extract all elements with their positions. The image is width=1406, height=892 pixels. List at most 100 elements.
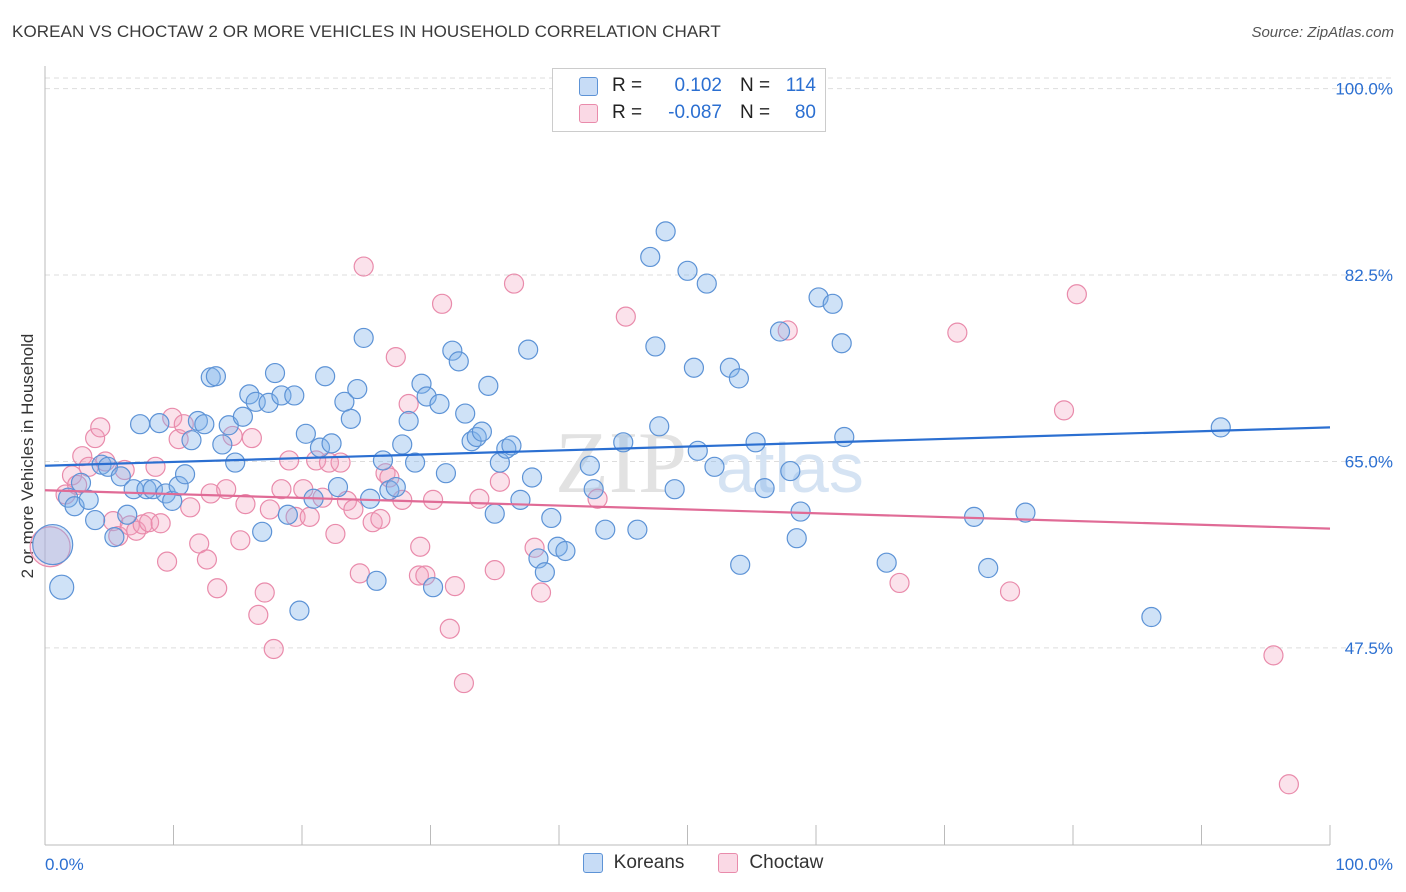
korean-point [754, 478, 775, 499]
korean-point [471, 421, 492, 442]
korean-point [212, 434, 233, 455]
choctaw-point [285, 506, 306, 527]
choctaw-point [1066, 284, 1087, 305]
choctaw-point [85, 427, 106, 449]
choctaw-point [469, 488, 490, 509]
choctaw-point [408, 565, 430, 586]
korean-point [327, 476, 349, 498]
choctaw-point [343, 499, 364, 520]
choctaw-point [999, 581, 1021, 602]
korean-point [85, 509, 106, 531]
korean-point [232, 406, 253, 427]
choctaw-point [230, 530, 251, 551]
r-label: R = [612, 102, 643, 123]
korean-point [627, 519, 648, 540]
x-tick-label: 100.0% [1335, 855, 1393, 874]
korean-point [1141, 606, 1162, 628]
korean-point [225, 452, 246, 473]
korean-point [347, 378, 368, 400]
korean-point [149, 413, 170, 434]
choctaw-point [1278, 774, 1299, 795]
korean-point [534, 562, 555, 583]
legend-item-choctaw[interactable]: Choctaw [718, 852, 823, 874]
korean-point [205, 366, 227, 387]
korean-point [411, 373, 432, 394]
korean-point [728, 368, 750, 389]
korean-point [786, 528, 807, 549]
choctaw-point [114, 459, 135, 481]
korean-point [687, 440, 708, 461]
korean-swatch [579, 76, 598, 96]
korean-point [834, 426, 855, 448]
korean-point [822, 293, 843, 314]
korean-point [385, 476, 406, 498]
korean-point [1210, 417, 1231, 438]
r-value: -0.087 [668, 102, 722, 123]
y-tick-label: 65.0% [1345, 452, 1393, 471]
korean-point [583, 479, 604, 500]
korean-point [501, 435, 522, 456]
choctaw-point [254, 582, 275, 603]
choctaw-point [1263, 645, 1284, 666]
korean-point [579, 455, 600, 476]
korean-point [640, 246, 661, 268]
korean-point [704, 456, 725, 477]
choctaw-trend-line [44, 489, 1331, 530]
choctaw-points [29, 256, 1299, 795]
legend-item-koreans[interactable]: Koreans [582, 852, 685, 874]
choctaw-point [524, 537, 545, 558]
choctaw-point [306, 450, 327, 471]
korean-point [353, 327, 374, 349]
choctaw-point [889, 572, 910, 594]
korean-point [398, 410, 419, 432]
choctaw-point [95, 451, 116, 472]
korean-point [289, 600, 310, 621]
korean-point [284, 385, 305, 406]
legend-label: Koreans [613, 852, 685, 873]
choctaw-point [150, 513, 171, 534]
korean-point [683, 357, 705, 378]
choctaw-point [370, 508, 391, 530]
choctaw-point [241, 427, 262, 449]
choctaw-point [279, 450, 300, 471]
gridlines [45, 77, 1393, 649]
korean-point [978, 557, 999, 579]
korean-point [174, 464, 196, 485]
korean-point [518, 339, 539, 360]
choctaw-point [90, 417, 111, 438]
choctaw-point [145, 456, 166, 477]
n-label: N = [740, 102, 771, 123]
stats-legend: R = 0.102 N = 114 R = -0.087 N = 80 [552, 68, 826, 132]
korean-point [595, 519, 616, 540]
choctaw-point [216, 479, 237, 500]
korean-point [478, 375, 499, 396]
choctaw-point [410, 536, 431, 557]
korean-point [448, 351, 469, 372]
korean-point [780, 460, 801, 482]
choctaw-point [353, 256, 374, 277]
korean-point [168, 475, 189, 497]
trend-lines [44, 426, 1331, 530]
korean-trend-line [44, 426, 1331, 467]
choctaw-point [415, 565, 436, 586]
korean-point [162, 490, 183, 512]
korean-point [1015, 502, 1036, 523]
choctaw-point [299, 506, 320, 527]
korean-points [32, 221, 1231, 628]
choctaw-point [156, 551, 178, 572]
series-legend: Koreans Choctaw [0, 852, 1406, 874]
axes [44, 66, 1331, 846]
source-label: Source: ZipAtlas.com [1251, 24, 1394, 41]
korean-point [876, 552, 897, 573]
korean-point [455, 403, 476, 424]
choctaw-point [235, 494, 256, 515]
choctaw-point [431, 293, 453, 314]
y-tick-label: 47.5% [1345, 639, 1393, 658]
korean-point [769, 321, 791, 342]
korean-point [258, 392, 279, 413]
korean-point [117, 504, 138, 525]
korean-point [655, 221, 676, 242]
korean-point [745, 432, 766, 453]
choctaw-point [489, 471, 510, 492]
